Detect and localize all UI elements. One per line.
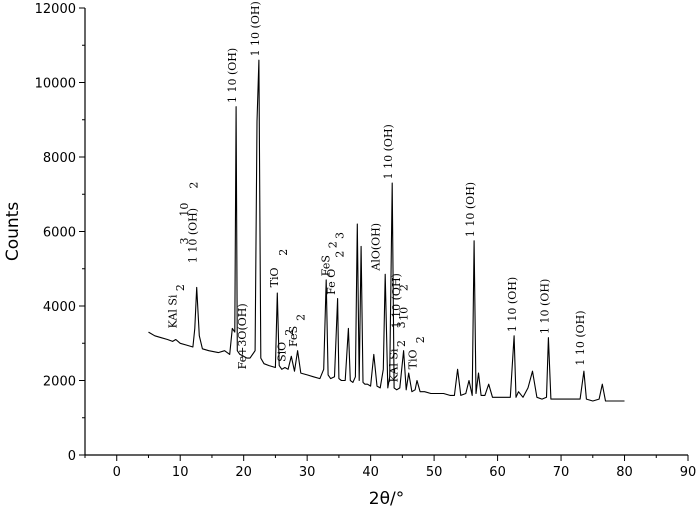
peak-label: AlO(OH) bbox=[370, 223, 383, 272]
peak-label: 2 bbox=[414, 336, 427, 343]
peak-label: 1 10 (OH) bbox=[382, 124, 395, 179]
x-tick-label: 0 bbox=[113, 465, 121, 480]
y-tick-label: 10000 bbox=[35, 77, 76, 92]
x-tick-label: 90 bbox=[680, 465, 697, 480]
x-tick-label: 30 bbox=[299, 465, 316, 480]
peak-label: Fe+3O(OH) bbox=[236, 303, 249, 369]
x-axis-title: 2θ/° bbox=[369, 489, 404, 509]
y-axis-title: Counts bbox=[3, 202, 23, 261]
peak-label: FeS bbox=[287, 326, 300, 347]
peak-label: 2 bbox=[277, 249, 290, 256]
y-tick-label: 12000 bbox=[35, 2, 76, 17]
peak-label: 1 10 (OH) bbox=[574, 310, 587, 365]
peak-label: FeS bbox=[319, 255, 332, 276]
peak-label: 1 10 (OH) bbox=[226, 48, 239, 103]
x-tick-label: 70 bbox=[553, 465, 570, 480]
peak-label: SiO bbox=[276, 342, 289, 362]
peak-label: 2 bbox=[395, 340, 408, 347]
peak-label: 1 10 (OH) bbox=[249, 1, 262, 56]
x-tick-label: 60 bbox=[489, 465, 506, 480]
peak-label: TiO bbox=[268, 268, 281, 288]
peak-label: 3 bbox=[395, 321, 408, 328]
x-tick-label: 20 bbox=[235, 465, 252, 480]
peak-label: Fe O bbox=[325, 269, 338, 295]
x-tick-label: 50 bbox=[426, 465, 443, 480]
y-tick-label: 6000 bbox=[43, 226, 76, 241]
peak-label: 1 10 (OH) bbox=[464, 182, 477, 237]
annotations: 1 10 (OH) 1 10 (OH) 1 10 (OH) 1 10 (OH) 1 10… bbox=[166, 1, 587, 382]
peak-label: KAl Si bbox=[166, 294, 179, 328]
y-tick-label: 4000 bbox=[43, 300, 76, 315]
peak-label: 2 bbox=[397, 284, 410, 291]
peak-label: 2 bbox=[187, 182, 200, 189]
xrd-pattern-line bbox=[148, 59, 625, 402]
peak-label: 10 bbox=[178, 203, 191, 217]
peak-label: KAl Si bbox=[387, 348, 400, 382]
peak-label: 2 bbox=[174, 284, 187, 291]
y-tick-label: 2000 bbox=[43, 375, 76, 390]
peak-label: 2 bbox=[326, 241, 339, 248]
peak-label: 1 10 (OH) bbox=[506, 277, 519, 332]
peak-label: 2 bbox=[295, 314, 308, 321]
peak-label: 1 10 (OH) bbox=[538, 279, 551, 334]
peak-label: 1 10 (OH) bbox=[390, 273, 403, 328]
peak-label: 10 bbox=[397, 307, 410, 321]
ticks: 0 10 20 30 40 50 60 70 80 90 0 2000 4000 6000 8000 1000… bbox=[35, 2, 697, 480]
peak-label: 3 bbox=[333, 232, 346, 239]
axes bbox=[84, 8, 688, 456]
peak-label: 2 bbox=[333, 251, 346, 258]
y-tick-label: 8000 bbox=[43, 151, 76, 166]
peak-label: 3 bbox=[178, 238, 191, 245]
x-tick-label: 10 bbox=[172, 465, 189, 480]
peak-label: TiO bbox=[406, 349, 419, 369]
series bbox=[148, 59, 625, 402]
peak-label: 2 bbox=[283, 329, 296, 336]
x-tick-label: 80 bbox=[616, 465, 633, 480]
x-tick-label: 40 bbox=[362, 465, 379, 480]
y-tick-label: 0 bbox=[68, 449, 76, 464]
peak-label: 1 10 (OH) bbox=[187, 208, 200, 263]
